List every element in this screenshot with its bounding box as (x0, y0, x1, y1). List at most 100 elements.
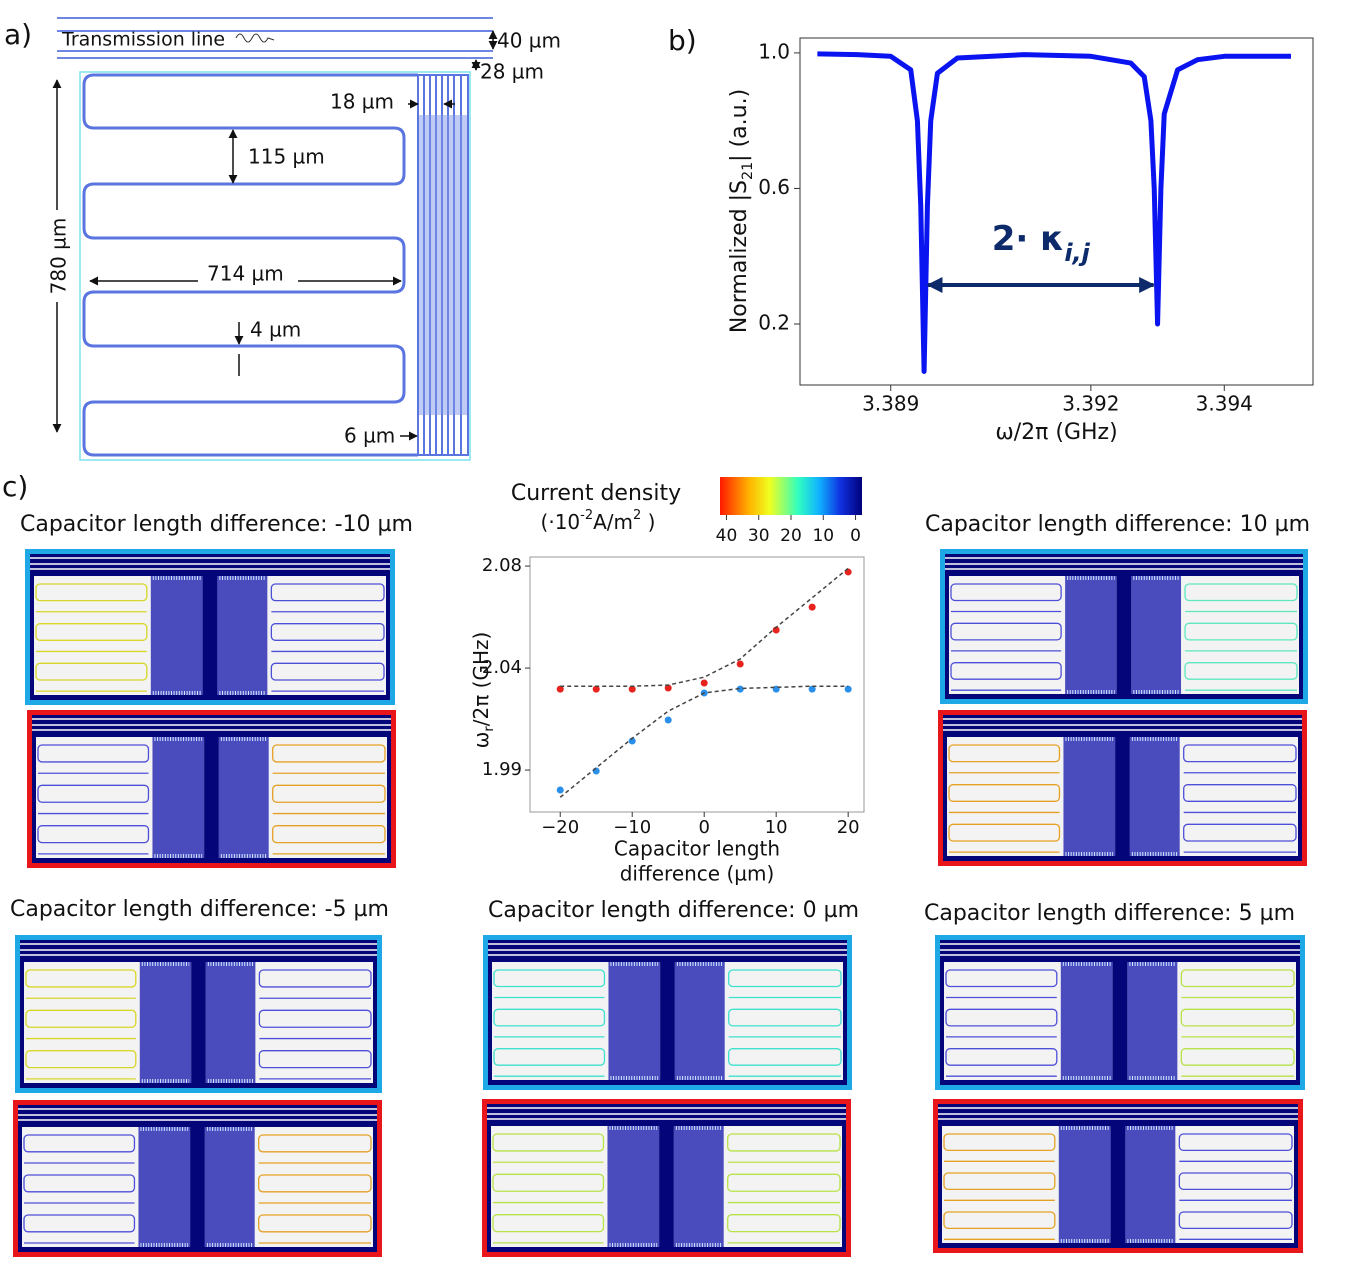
capacitor (1065, 576, 1117, 694)
meander (1183, 823, 1297, 842)
meander (945, 1048, 1058, 1066)
meander (492, 1173, 605, 1192)
y-axis-label-part: /2π (GHz) (469, 632, 493, 727)
meander (728, 969, 842, 988)
capacitor-gap (191, 960, 206, 1083)
x-tick-label: 3.392 (1062, 392, 1119, 416)
capacitor (218, 737, 269, 858)
capacitor-gap (1112, 960, 1128, 1080)
meander (493, 1008, 606, 1027)
panel-label: b) (668, 24, 697, 57)
meander (272, 744, 386, 763)
plot-frame (799, 37, 1314, 386)
capacitor (205, 962, 256, 1083)
meander (1178, 1133, 1293, 1152)
simulation-title: Capacitor length difference: 5 µm (924, 901, 1295, 926)
meander (948, 823, 1061, 842)
data-point (736, 660, 744, 668)
meander (1183, 784, 1297, 802)
meander (35, 623, 148, 641)
meander (727, 1133, 841, 1152)
y-tick-label: 2.04 (482, 657, 522, 678)
colorbar-tick-label: 30 (748, 526, 770, 546)
meander (258, 1174, 372, 1193)
dimension-label: 18 µm (330, 90, 394, 114)
transmission-line-label: Transmission line (61, 29, 225, 51)
capacitor (150, 576, 203, 695)
capacitor (674, 962, 725, 1080)
capacitor (138, 1127, 191, 1247)
colorbar-title: Current density (511, 481, 681, 506)
colorbar-tick-label: 40 (716, 526, 738, 546)
x-axis-label: Capacitor length (614, 837, 780, 861)
annotation-text: 2· κ (992, 219, 1065, 259)
capacitor-gap (1115, 735, 1130, 856)
x-tick-label: 10 (765, 817, 788, 838)
simulation-title: Capacitor length difference: 0 µm (488, 898, 859, 923)
data-point (556, 685, 564, 693)
dimension-label: 780 µm (47, 218, 71, 295)
simulation-map (482, 1099, 851, 1257)
meander (1178, 1172, 1293, 1191)
data-point (592, 685, 600, 693)
meander (943, 1172, 1056, 1191)
meander (258, 1214, 372, 1233)
meander (945, 969, 1058, 988)
colorbar-unit-part: ) (641, 510, 655, 534)
y-axis-label-part: ω (469, 732, 493, 749)
meander (948, 784, 1061, 802)
meander (950, 622, 1062, 641)
meander (37, 825, 150, 844)
meander (1184, 622, 1298, 641)
x-tick-label: −10 (613, 817, 651, 838)
y-axis-label-part: r (482, 726, 497, 732)
meander (943, 1133, 1056, 1152)
capacitor (1131, 576, 1182, 694)
capacitor (607, 1126, 660, 1247)
meander (258, 1050, 372, 1069)
meander (35, 583, 148, 602)
data-point (808, 685, 816, 693)
simulation-title: Capacitor length difference: -5 µm (10, 897, 389, 922)
meander (493, 969, 606, 988)
meander (492, 1214, 605, 1233)
meander (25, 969, 137, 988)
meander (37, 784, 150, 803)
capacitor-gap (202, 574, 218, 695)
capacitor (204, 1127, 255, 1247)
meander (728, 1008, 842, 1027)
dimension-label: 115 µm (248, 145, 325, 169)
dimension-label: 28 µm (480, 60, 544, 84)
meander (270, 583, 385, 602)
simulation-title: Capacitor length difference: 10 µm (925, 512, 1310, 537)
capacitor-gap (1110, 1124, 1126, 1243)
meander (258, 1009, 372, 1028)
plot-frame (529, 556, 865, 813)
meander (35, 662, 148, 681)
meander (1180, 1008, 1295, 1027)
capacitor (139, 962, 192, 1083)
meander (493, 1048, 606, 1066)
annotation: 2· κi,j (992, 219, 1091, 268)
capacitor-gap (190, 1125, 205, 1247)
meander (25, 1009, 137, 1028)
colorbar-unit-part: 2 (633, 508, 641, 523)
meander (948, 744, 1061, 763)
x-tick-label: 3.389 (862, 392, 919, 416)
colorbar-unit-part: (·10 (541, 510, 581, 534)
meander (1183, 744, 1297, 763)
meander (25, 1050, 137, 1069)
y-tick-label: 0.6 (758, 175, 790, 199)
data-point (700, 679, 708, 687)
meander (1184, 662, 1298, 680)
meander (270, 662, 385, 681)
data-point (664, 684, 672, 692)
meander (1184, 583, 1298, 602)
simulation-map (13, 1100, 382, 1257)
x-tick-label: 0 (698, 817, 709, 838)
capacitor-gap (204, 735, 219, 858)
meander (272, 825, 386, 844)
meander (258, 969, 372, 988)
x-tick-label: 3.394 (1196, 392, 1253, 416)
meander (23, 1214, 136, 1233)
